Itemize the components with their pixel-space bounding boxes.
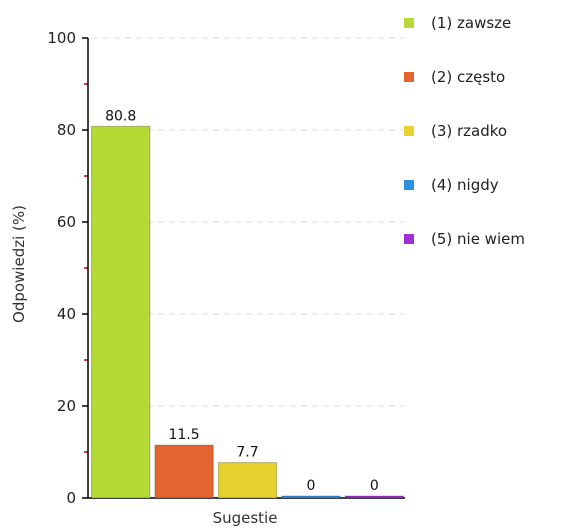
legend: (1) zawsze (2) często (3) rzadko (4) nigdy (… (404, 14, 525, 248)
data-label-3: 7.7 (236, 445, 258, 461)
legend-label-2: (2) często (431, 68, 505, 86)
x-axis-title: Sugestie (213, 509, 278, 527)
y-tick-label-40: 40 (57, 305, 76, 323)
legend-label-3: (3) rzadko (431, 122, 507, 140)
data-label-5: 0 (370, 478, 379, 494)
bar-4 (281, 495, 341, 499)
legend-swatch-3 (404, 126, 414, 136)
data-label-2: 11.5 (169, 427, 200, 443)
legend-swatch-1 (404, 18, 414, 28)
bar-5 (344, 495, 404, 499)
y-tick-label-100: 100 (47, 29, 76, 47)
y-tick-label-80: 80 (57, 121, 76, 139)
y-tick-label-0: 0 (66, 489, 76, 507)
legend-swatch-4 (404, 180, 414, 190)
data-labels: 80.8 11.5 7.7 0 0 (105, 108, 379, 494)
y-tick-label-60: 60 (57, 213, 76, 231)
bar-1 (91, 125, 151, 499)
bar-3 (217, 462, 278, 499)
legend-label-4: (4) nigdy (431, 176, 499, 194)
gridlines (92, 37, 405, 407)
legend-swatch-2 (404, 72, 414, 82)
y-tick-label-20: 20 (57, 397, 76, 415)
y-axis-title: Odpowiedzi (%) (10, 205, 28, 323)
legend-swatch-5 (404, 234, 414, 244)
bars (91, 125, 404, 499)
data-label-1: 80.8 (105, 108, 136, 124)
legend-label-5: (5) nie wiem (431, 230, 525, 248)
legend-label-1: (1) zawsze (431, 14, 511, 32)
bar-2 (154, 444, 214, 499)
data-label-4: 0 (306, 478, 315, 494)
